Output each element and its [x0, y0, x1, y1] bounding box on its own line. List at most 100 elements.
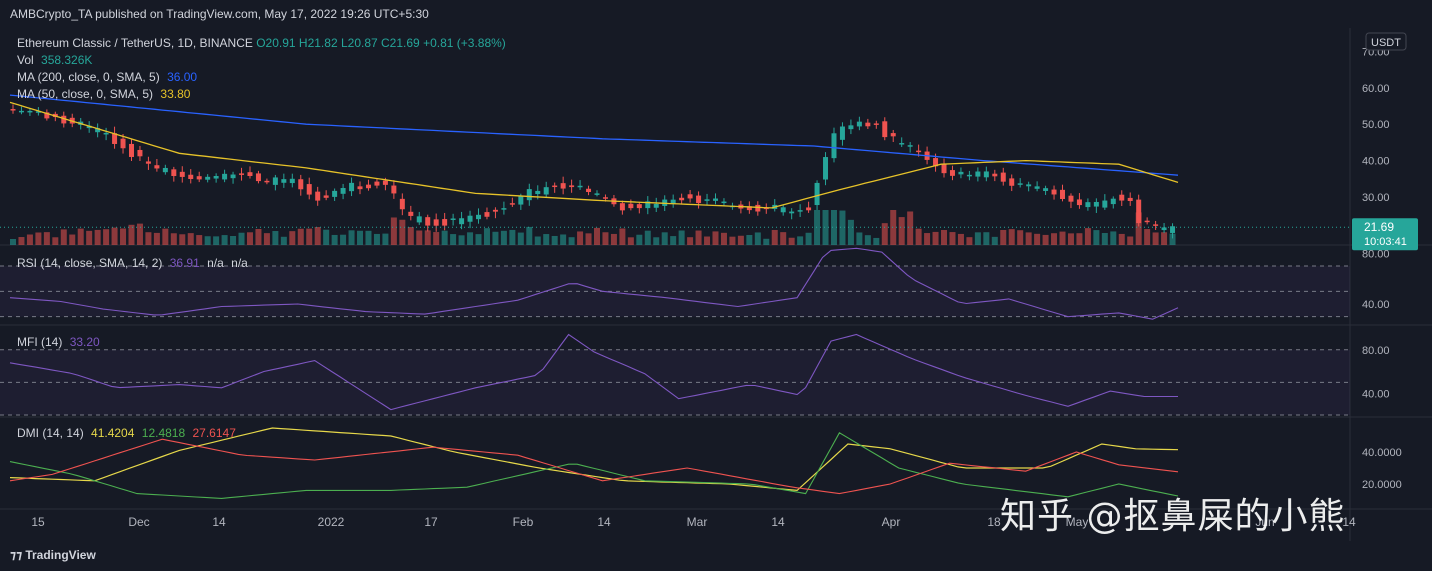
candle-body — [408, 211, 414, 216]
candle-body — [1127, 197, 1133, 201]
candle-body — [1017, 183, 1023, 185]
price-axis-tick: 50.00 — [1362, 119, 1390, 131]
volume-bar — [399, 219, 406, 245]
time-axis-tick: 18 — [987, 515, 1001, 529]
time-axis-tick: Dec — [128, 515, 149, 529]
candle-body — [789, 211, 795, 214]
candle-body — [865, 122, 871, 127]
volume-bar — [915, 228, 922, 245]
volume-bar — [729, 236, 736, 245]
ma200-value: 36.00 — [167, 70, 198, 84]
ma50-line — [9, 101, 1179, 209]
volume-bar — [1017, 230, 1024, 245]
candle-body — [670, 199, 676, 204]
price-axis-tick: 30.00 — [1362, 192, 1390, 204]
time-axis-tick: May — [1066, 515, 1089, 529]
candle-body — [1093, 201, 1099, 207]
volume-bar — [949, 232, 956, 245]
volume-bar — [881, 223, 888, 245]
volume-bar — [475, 234, 482, 245]
time-axis-tick: 14 — [1342, 515, 1356, 529]
volume-bar — [695, 230, 702, 245]
price-axis-tick: 60.00 — [1362, 83, 1390, 95]
candle-body — [255, 173, 261, 182]
volume-bar — [111, 227, 118, 245]
volume-bar — [898, 217, 905, 245]
dmi-axis-tick: 40.0000 — [1362, 447, 1402, 459]
volume-bar — [323, 229, 330, 245]
candle-body — [35, 111, 41, 113]
volume-bar — [847, 219, 854, 245]
symbol-name[interactable]: Ethereum Classic / TetherUS, 1D, BINANCE — [17, 36, 253, 50]
candle-body — [332, 190, 338, 197]
dmi-label[interactable]: DMI (14, 14) — [17, 426, 84, 440]
volume-bar — [797, 236, 804, 245]
tradingview-logo[interactable]: ⁊⁊ TradingView — [10, 548, 96, 562]
candle-body — [179, 171, 185, 177]
candle-body — [806, 207, 812, 211]
candle-body — [966, 174, 972, 177]
volume-bar — [314, 227, 321, 245]
top-bar: AMBCrypto_TA published on TradingView.co… — [0, 0, 1432, 28]
candle-body — [1034, 186, 1040, 189]
last-price-value: 21.69 — [1364, 220, 1394, 234]
candle-body — [137, 149, 143, 157]
volume-bar — [136, 223, 143, 245]
ma200-label[interactable]: MA (200, close, 0, SMA, 5) — [17, 70, 160, 84]
candle-body — [340, 188, 346, 194]
volume-bar — [526, 226, 533, 245]
last-price-badge — [1352, 218, 1418, 251]
candle-body — [239, 173, 245, 175]
chart-area[interactable]: 30.0040.0050.0060.0070.00USDT21.6910:03:… — [0, 28, 1432, 541]
candle-body — [628, 203, 634, 209]
candle-body — [416, 216, 422, 223]
candle-body — [365, 184, 371, 189]
candle-body — [560, 183, 566, 189]
candle-body — [933, 158, 939, 167]
volume-bar — [272, 231, 279, 245]
volume-bar — [991, 236, 998, 245]
candle-body — [1000, 172, 1006, 182]
volume-bar — [407, 227, 414, 245]
candle-body — [1026, 184, 1032, 187]
volume-bar — [492, 231, 499, 245]
volume-bar — [230, 235, 237, 245]
open-value: O20.91 — [256, 36, 296, 50]
volume-bar — [602, 232, 609, 245]
volume-bar — [636, 234, 643, 245]
candle-body — [1068, 195, 1074, 202]
volume-bar — [263, 233, 270, 245]
candle-body — [10, 109, 16, 111]
candle-body — [509, 203, 515, 205]
volume-bar — [238, 232, 245, 245]
volume-bar — [1025, 232, 1032, 245]
candle-body — [780, 207, 786, 213]
ma50-label[interactable]: MA (50, close, 0, SMA, 5) — [17, 87, 154, 101]
volume-bar — [306, 228, 313, 245]
volume-bar — [365, 230, 372, 245]
volume-bar — [382, 233, 389, 245]
volume-bar — [568, 237, 575, 245]
candle-body — [374, 181, 380, 186]
candle-body — [154, 165, 160, 169]
volume-bar — [704, 236, 711, 245]
candle-body — [357, 186, 363, 190]
mfi-line — [9, 333, 1178, 411]
volume-bar — [1152, 232, 1159, 245]
volume-bar — [18, 237, 25, 245]
volume-bar — [551, 235, 558, 245]
volume-label[interactable]: Vol — [17, 53, 34, 67]
volume-bar — [974, 232, 981, 245]
volume-bar — [458, 235, 465, 245]
volume-bar — [534, 236, 541, 245]
volume-bar — [170, 233, 177, 245]
rsi-label[interactable]: RSI (14, close, SMA, 14, 2) — [17, 256, 163, 270]
volume-bar — [1076, 233, 1083, 245]
volume-bar — [94, 229, 101, 245]
candle-body — [569, 185, 575, 188]
candle-body — [289, 178, 295, 184]
volume-bar — [653, 237, 660, 245]
mfi-label[interactable]: MFI (14) — [17, 335, 63, 349]
candle-body — [594, 193, 600, 195]
volume-bar — [433, 232, 440, 245]
